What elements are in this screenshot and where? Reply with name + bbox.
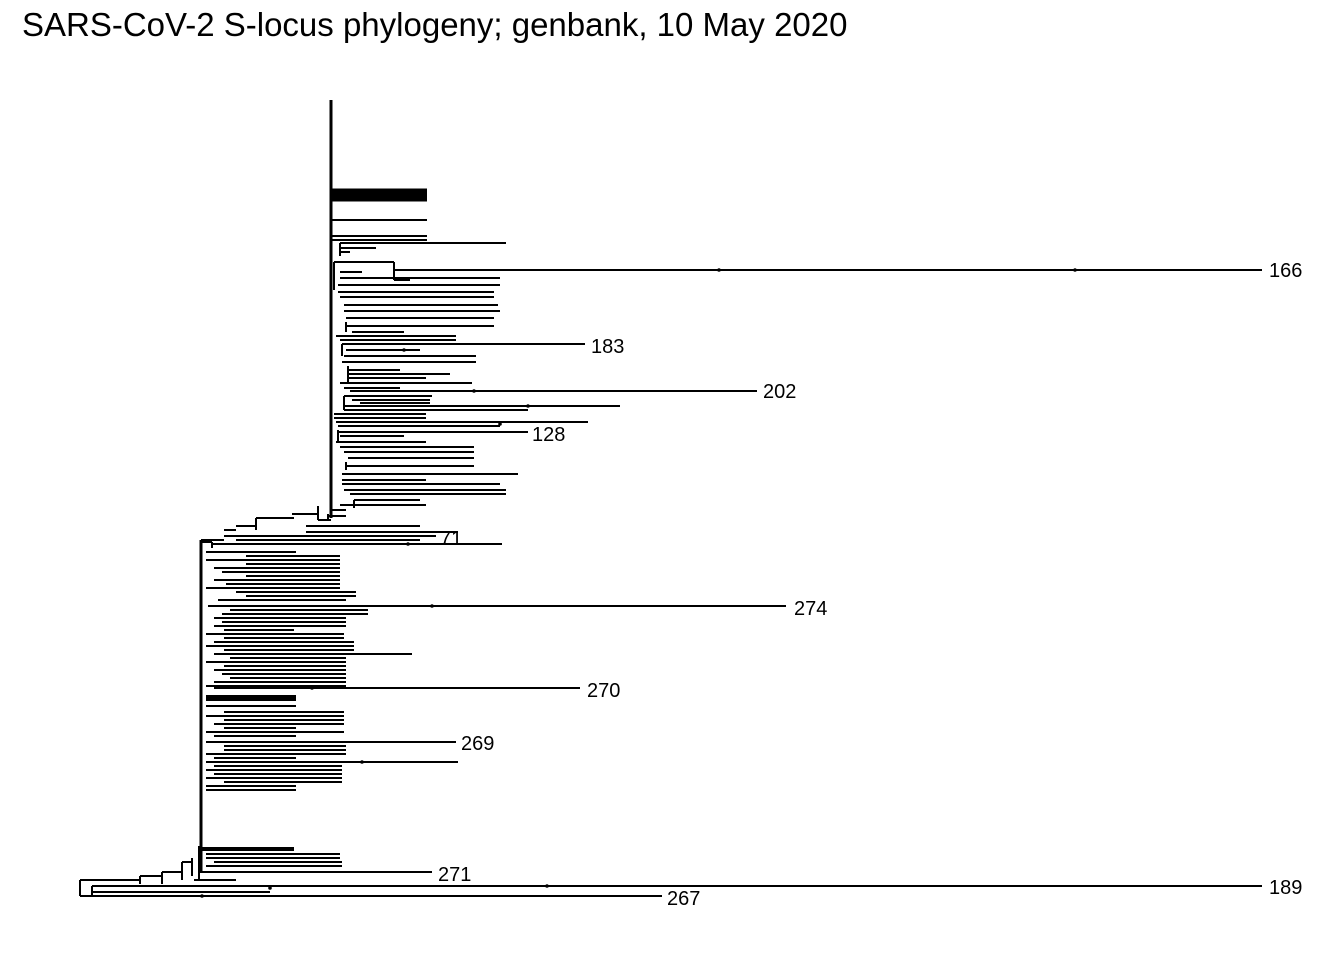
tip-label-71: 71: [440, 528, 462, 550]
tip-label-128: 128: [532, 424, 565, 446]
dense-clade-block: [331, 188, 427, 202]
root-backbone: [79, 876, 141, 896]
branch-267: [80, 891, 662, 897]
tip-label-274: 274: [794, 598, 827, 620]
tip-label-189: 189: [1269, 877, 1302, 899]
branch-274: [206, 605, 786, 687]
tip-label-269: 269: [461, 733, 494, 755]
branch-269: [206, 741, 458, 791]
tip-label-183: 183: [591, 336, 624, 358]
branch-166: [333, 261, 1262, 290]
branch-202: [343, 390, 757, 411]
tip-label-202: 202: [763, 381, 796, 403]
tip-label-271: 271: [438, 864, 471, 886]
tip-label-166: 166: [1269, 260, 1302, 282]
branch-183: [340, 343, 585, 389]
branch-71: [211, 525, 502, 548]
tip-label-267: 267: [667, 888, 700, 910]
node-markers: [200, 268, 1077, 898]
tip-labels: 166 183 202 128 71 274 270 269 271 189 2…: [438, 260, 1302, 910]
branch-128: [327, 430, 528, 520]
figure-title: SARS-CoV-2 S-locus phylogeny; genbank, 1…: [22, 6, 848, 43]
tip-label-270: 270: [587, 680, 620, 702]
